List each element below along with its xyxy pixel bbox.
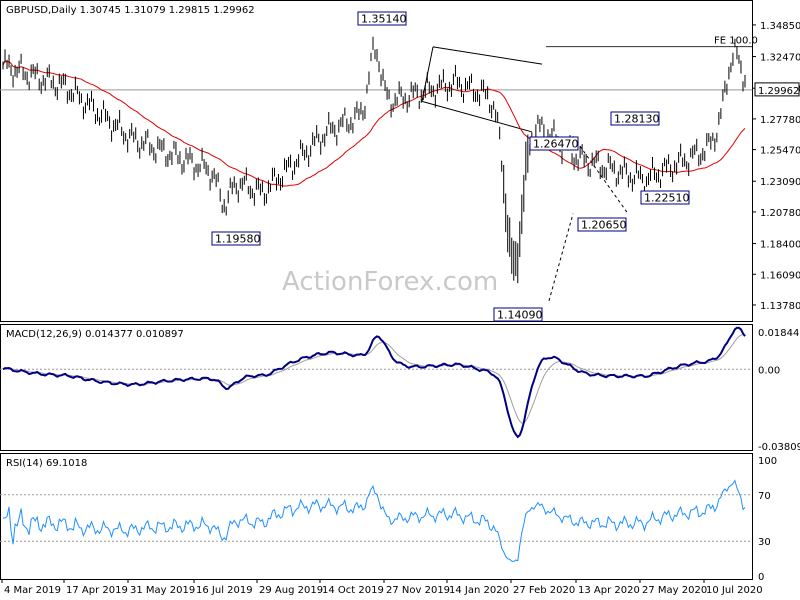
svg-text:1.28130: 1.28130 xyxy=(614,113,660,126)
main-panel-border xyxy=(0,0,753,322)
price-annotation: 1.35140 xyxy=(357,11,407,26)
x-tick-label: 4 Mar 2019 xyxy=(4,585,61,596)
price-bars xyxy=(2,36,746,284)
price-annotation: 1.28130 xyxy=(610,111,660,126)
watermark: ActionForex.com xyxy=(282,267,498,297)
channel-upper xyxy=(432,46,543,65)
macd-line xyxy=(2,326,746,439)
rsi-tick-label: 100 xyxy=(758,456,777,467)
x-tick-label: 13 Apr 2020 xyxy=(578,585,640,596)
rsi-panel-border xyxy=(0,453,753,580)
y-tick-label: 1.32470 xyxy=(760,53,800,64)
main-header: GBPUSD,Daily 1.30745 1.31079 1.29815 1.2… xyxy=(6,5,255,16)
svg-text:1.14090: 1.14090 xyxy=(497,309,543,322)
rsi-y-axis: 100 70 30 0 xyxy=(758,456,777,583)
price-annotation: 1.19580 xyxy=(211,231,261,246)
rsi-path xyxy=(3,479,746,563)
x-axis: 4 Mar 2019 17 Apr 2019 31 May 2019 16 Jul 2… xyxy=(1,579,763,596)
y-tick-label: 1.23090 xyxy=(760,177,800,188)
y-tick-label: 1.18400 xyxy=(760,240,800,251)
y-tick-label: 1.13780 xyxy=(760,301,800,312)
macd-tick-label: -0.038095 xyxy=(758,442,800,453)
current-price-box: 1.29962 xyxy=(754,82,800,97)
rsi-tick-label: 30 xyxy=(758,537,771,548)
moving-average xyxy=(2,59,746,187)
x-tick-label: 29 Aug 2019 xyxy=(259,585,323,596)
price-annotation: 1.20650 xyxy=(577,217,627,232)
rsi-tick-label: 0 xyxy=(758,572,764,583)
svg-text:1.22510: 1.22510 xyxy=(644,192,690,205)
y-tick-label: 1.25470 xyxy=(760,146,800,157)
rsi-header: RSI(14) 69.1018 xyxy=(6,458,87,469)
rsi-tick-label: 70 xyxy=(758,491,771,502)
macd-panel: MACD(12,26,9) 0.014377 0.010897 0.018442… xyxy=(0,324,800,453)
macd-tick-label: 0.00 xyxy=(758,365,780,376)
price-annotation: 1.14090 xyxy=(493,307,543,322)
macd-y-axis: 0.018442 0.00 -0.038095 xyxy=(758,328,800,453)
macd-tick-label: 0.018442 xyxy=(758,328,800,339)
y-tick-label: 1.34850 xyxy=(760,21,800,32)
price-annotation: 1.22510 xyxy=(640,190,690,205)
macd-panel-border xyxy=(0,324,753,451)
rsi-levels xyxy=(0,494,752,542)
svg-text:1.35140: 1.35140 xyxy=(361,13,407,26)
x-tick-label: 14 Jan 2020 xyxy=(449,585,509,596)
fe-label: FE 100.0 xyxy=(714,36,758,47)
rsi-panel: RSI(14) 69.1018 100 70 30 0 xyxy=(0,453,777,583)
x-tick-label: 27 May 2020 xyxy=(642,585,707,596)
main-y-axis: 1.348501.324701.300901.277801.254701.230… xyxy=(752,21,800,312)
x-tick-label: 14 Oct 2019 xyxy=(322,585,384,596)
annotations: 1.35140 1.19580 1.26470 1.14090 1.28130 1.206… xyxy=(211,11,690,322)
x-tick-label: 10 Jul 2020 xyxy=(706,585,763,596)
price-annotation: 1.26470 xyxy=(529,136,579,151)
x-tick-label: 27 Nov 2019 xyxy=(386,585,450,596)
channel-lower xyxy=(421,100,533,133)
y-tick-label: 1.27780 xyxy=(760,115,800,126)
rsi-line xyxy=(3,479,746,563)
svg-text:1.20650: 1.20650 xyxy=(581,219,627,232)
dashed-trendline xyxy=(572,136,629,214)
svg-text:1.26470: 1.26470 xyxy=(533,138,579,151)
macd-header: MACD(12,26,9) 0.014377 0.010897 xyxy=(6,329,184,340)
svg-text:1.19580: 1.19580 xyxy=(215,233,261,246)
x-tick-label: 17 Apr 2019 xyxy=(66,585,128,596)
svg-text:1.29962: 1.29962 xyxy=(758,86,799,97)
ma-line xyxy=(2,59,746,187)
main-panel: ActionForex.com FE 100.0 1.351401.195801… xyxy=(0,0,800,322)
x-tick-label: 16 Jul 2019 xyxy=(196,585,253,596)
y-tick-label: 1.20780 xyxy=(760,208,800,219)
y-tick-label: 1.16090 xyxy=(760,270,800,281)
x-tick-label: 31 May 2019 xyxy=(130,585,195,596)
main-price-levels: FE 100.0 xyxy=(0,36,758,301)
x-tick-label: 27 Feb 2020 xyxy=(513,585,575,596)
macd-lines xyxy=(2,326,746,439)
